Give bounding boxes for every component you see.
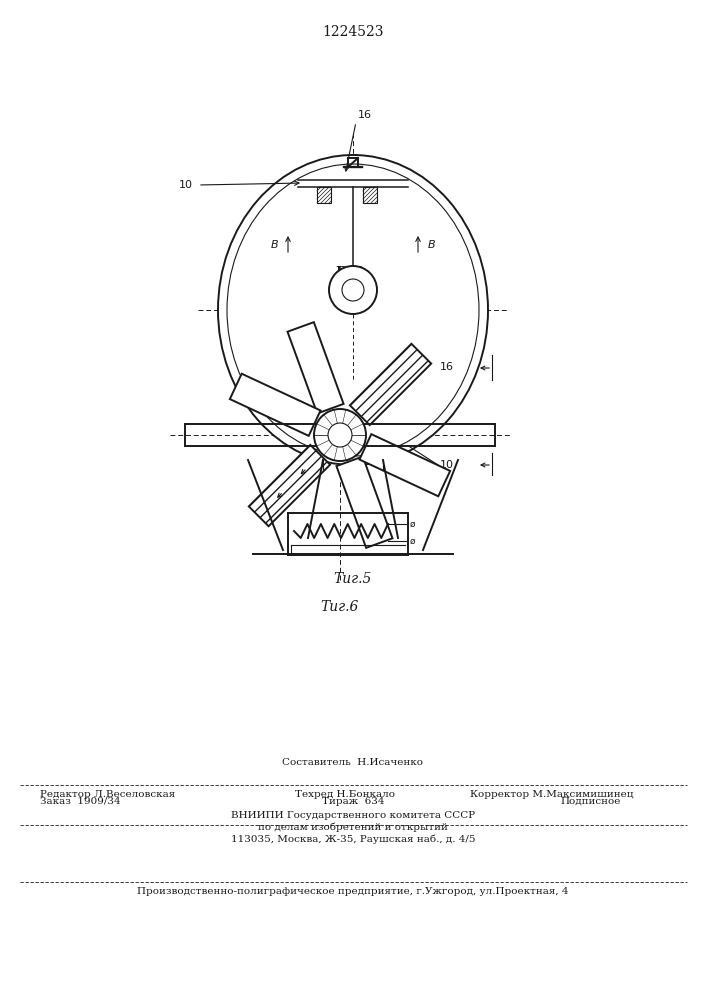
- Text: B: B: [428, 240, 436, 250]
- Text: 113035, Москва, Ж-35, Раушская наб., д. 4/5: 113035, Москва, Ж-35, Раушская наб., д. …: [230, 835, 475, 844]
- Text: 10: 10: [440, 460, 454, 470]
- Polygon shape: [288, 322, 344, 413]
- Text: Редактор Л.Веселовская: Редактор Л.Веселовская: [40, 790, 175, 799]
- Text: Подписное: Подписное: [560, 797, 620, 806]
- Text: Тираж  634: Тираж 634: [322, 797, 384, 806]
- Text: 1224523: 1224523: [322, 25, 384, 39]
- Text: по делам изобретений и открытий: по делам изобретений и открытий: [258, 823, 448, 832]
- Circle shape: [328, 423, 352, 447]
- Text: Техред Н.Бонкало: Техред Н.Бонкало: [295, 790, 395, 799]
- Bar: [363, 187, 377, 203]
- Text: Заказ  1909/34: Заказ 1909/34: [40, 797, 121, 806]
- Bar: [317, 187, 331, 203]
- Text: 16: 16: [440, 362, 454, 372]
- Text: Производственно-полиграфическое предприятие, г.Ужгород, ул.Проектная, 4: Производственно-полиграфическое предприя…: [137, 887, 568, 896]
- Circle shape: [342, 279, 364, 301]
- Polygon shape: [350, 344, 431, 425]
- Text: Составитель  Н.Исаченко: Составитель Н.Исаченко: [283, 758, 423, 767]
- Polygon shape: [359, 434, 450, 496]
- Polygon shape: [230, 374, 320, 436]
- Circle shape: [314, 409, 366, 461]
- Text: ø: ø: [410, 536, 416, 546]
- Polygon shape: [337, 457, 392, 548]
- Ellipse shape: [218, 155, 488, 465]
- Text: ø: ø: [410, 520, 416, 528]
- Text: B: B: [270, 240, 278, 250]
- Circle shape: [329, 266, 377, 314]
- Ellipse shape: [227, 164, 479, 456]
- Polygon shape: [249, 445, 330, 526]
- Text: Τиг.6: Τиг.6: [321, 600, 359, 614]
- Text: B-B: B-B: [335, 266, 365, 280]
- Text: 16: 16: [358, 110, 372, 120]
- Text: ВНИИПИ Государственного комитета СССР: ВНИИПИ Государственного комитета СССР: [231, 811, 475, 820]
- Text: Τиг.5: Τиг.5: [334, 572, 372, 586]
- Text: Корректор М.Максимишинец: Корректор М.Максимишинец: [470, 790, 633, 799]
- Text: 10: 10: [179, 180, 193, 190]
